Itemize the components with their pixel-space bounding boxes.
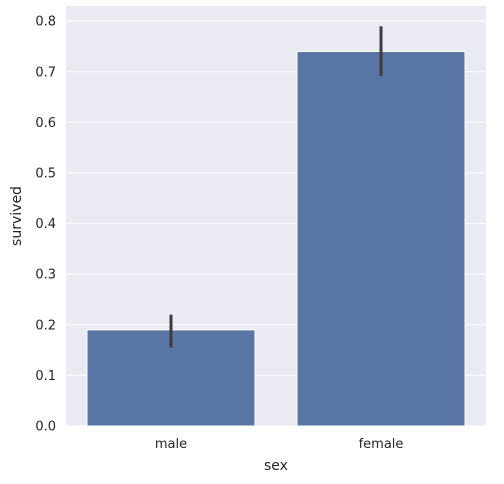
- y-tick-label: 0.5: [35, 166, 56, 181]
- bars: [86, 51, 466, 427]
- y-axis-label: survived: [9, 186, 25, 246]
- bar-female: [296, 51, 466, 427]
- y-tick-label: 0.6: [35, 116, 56, 131]
- y-tick-label: 0.1: [35, 369, 56, 384]
- error-bars: [169, 26, 383, 348]
- x-tick-label: male: [155, 437, 187, 452]
- x-tick-labels: male female: [155, 437, 404, 452]
- x-axis-label: sex: [264, 458, 288, 474]
- y-tick-label: 0.8: [35, 15, 56, 30]
- x-tick-label: female: [359, 437, 404, 452]
- y-tick-labels: 0.0 0.1 0.2 0.3 0.4 0.5 0.6 0.7 0.8: [35, 15, 56, 435]
- y-tick-label: 0.0: [35, 420, 56, 435]
- y-tick-label: 0.4: [35, 217, 56, 232]
- y-tick-label: 0.2: [35, 318, 56, 333]
- y-tick-label: 0.3: [35, 268, 56, 283]
- y-tick-label: 0.7: [35, 65, 56, 80]
